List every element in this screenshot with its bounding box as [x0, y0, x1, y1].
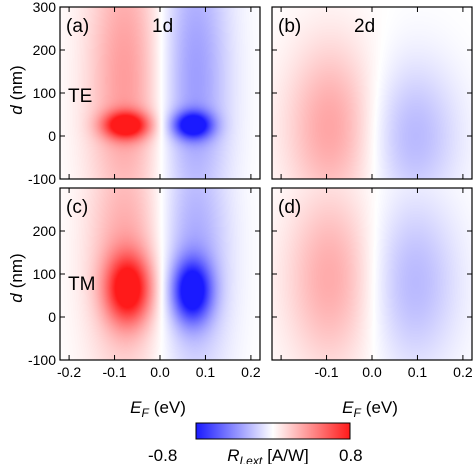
- polarization-label: TM: [68, 274, 95, 295]
- y-tick-label: -100: [28, 171, 56, 187]
- x-axis-title-right: EF (eV): [342, 398, 398, 420]
- y-tick-label: 0: [48, 128, 56, 144]
- x-axis-title-left: EF (eV): [130, 398, 186, 420]
- y-tick-label: 100: [33, 266, 57, 282]
- panel-corner-label: 1d: [152, 16, 173, 37]
- heatmap-image: [272, 188, 472, 360]
- y-tick-label: 300: [33, 0, 57, 15]
- panels-layer: -100 0 100 200 300 (a) 1d TE (b) 2d -0.2 -0.1 0.0 0.1…: [28, 0, 473, 380]
- x-tick-label: 0.1: [196, 364, 216, 380]
- y-tick-label: 200: [33, 223, 57, 239]
- panel-b: (b) 2d: [271, 6, 473, 180]
- x-tick-label: -0.1: [102, 364, 126, 380]
- y-axis-title-bottom: d(nm): [7, 253, 26, 302]
- panel-a: -100 0 100 200 300 (a) 1d TE: [28, 0, 261, 187]
- x-tick-label: 0.0: [362, 364, 382, 380]
- colorbar-title: RI,ext [A/W]: [227, 446, 309, 464]
- panel-tag: (d): [278, 197, 301, 218]
- heatmap-image: [60, 7, 260, 179]
- x-tick-label: 0.2: [453, 364, 473, 380]
- panel-c: -0.2 -0.1 0.0 0.1 0.2 -100 0 100 200 (c) TM: [28, 187, 261, 380]
- y-tick-label: 200: [33, 42, 57, 58]
- y-axis-title-top: d(nm): [7, 65, 26, 114]
- colorbar: [195, 422, 351, 440]
- x-tick-label: -0.2: [57, 364, 81, 380]
- panel-tag: (c): [66, 197, 88, 218]
- colorbar-max-label: 0.8: [339, 446, 363, 464]
- y-tick-label: -100: [28, 352, 56, 368]
- x-tick-label: -0.1: [314, 364, 338, 380]
- x-tick-label: 0.1: [408, 364, 428, 380]
- colorbar-min-label: -0.8: [148, 446, 177, 464]
- y-tick-label: 100: [33, 85, 57, 101]
- panel-corner-label: 2d: [354, 16, 375, 37]
- x-tick-label: 0.2: [241, 364, 261, 380]
- x-tick-label: 0.0: [150, 364, 170, 380]
- polarization-label: TE: [68, 86, 92, 107]
- panel-d: -0.1 0.0 0.1 0.2 (d): [271, 187, 473, 380]
- panel-tag: (b): [278, 16, 301, 37]
- panel-tag: (a): [66, 16, 89, 37]
- heatmap-image: [272, 7, 472, 179]
- heatmap-image: [60, 188, 260, 360]
- y-tick-label: 0: [48, 309, 56, 325]
